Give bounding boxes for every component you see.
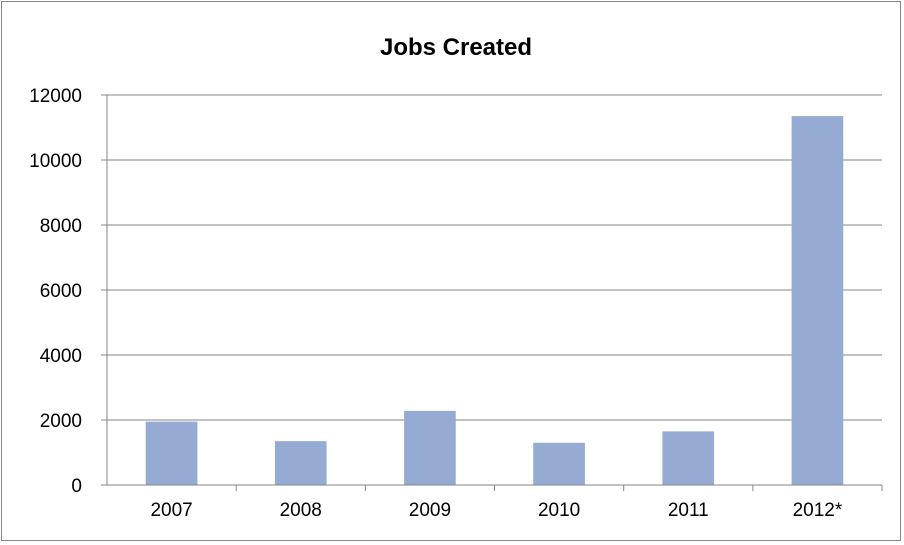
x-tick-labels: 2007 2008 2009 2010 2011 2012* <box>150 500 842 521</box>
bar-2009 <box>404 410 456 485</box>
chart-title: Jobs Created <box>380 34 532 61</box>
y-tick-label: 12000 <box>29 86 82 107</box>
x-tick-label: 2008 <box>280 500 322 521</box>
bar-2011 <box>662 431 715 485</box>
y-tick-label: 0 <box>71 476 82 497</box>
x-tick-label: 2009 <box>409 500 451 521</box>
y-tick-label: 8000 <box>40 216 82 237</box>
x-tick-label: 2007 <box>150 500 192 521</box>
bar-2007 <box>145 421 198 485</box>
x-tick-label: 2011 <box>668 500 709 521</box>
x-tick-label: 2012* <box>793 500 843 521</box>
gridlines <box>107 94 882 421</box>
y-tick-label: 2000 <box>40 411 82 432</box>
x-tick-label: 2010 <box>538 500 580 521</box>
bar-2010 <box>533 442 585 485</box>
bar-2008 <box>274 441 327 485</box>
y-tick-label: 10000 <box>29 151 82 172</box>
bars <box>145 116 844 485</box>
y-tick-label: 4000 <box>40 346 82 367</box>
y-tick-labels: 0 2000 4000 6000 8000 10000 12000 <box>29 86 82 497</box>
bar-2012 <box>791 116 844 485</box>
y-tick-label: 6000 <box>40 281 82 302</box>
axes <box>101 94 883 491</box>
